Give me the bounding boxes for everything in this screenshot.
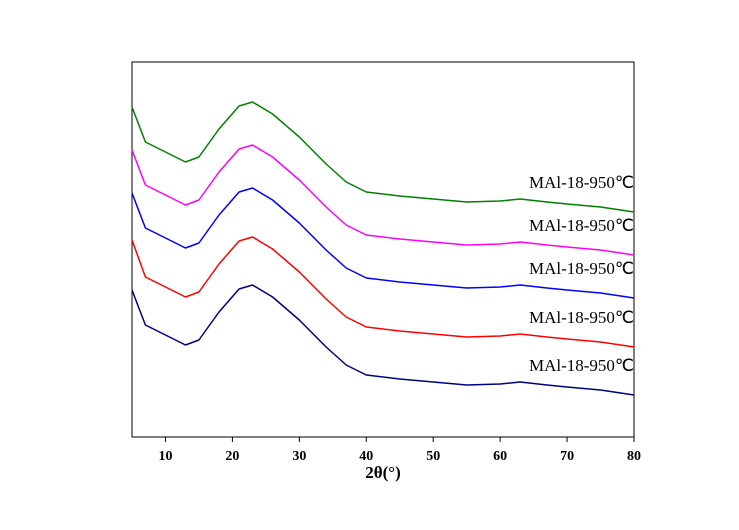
annotation: MAl-18-950℃ (529, 173, 634, 192)
x-tick-label: 30 (292, 449, 306, 464)
annotation: MAl-18-950℃ (529, 308, 634, 327)
x-tick-label: 70 (560, 449, 574, 464)
annotation: MAl-18-950℃ (529, 216, 634, 235)
x-axis-label: 2θ(°) (365, 463, 401, 482)
x-tick-label: 40 (359, 449, 373, 464)
annotation: MAl-18-950℃ (529, 259, 634, 278)
series-line (131, 144, 635, 256)
x-tick-label: 60 (493, 449, 507, 464)
x-tick-label: 20 (225, 449, 239, 464)
series-line (131, 187, 635, 299)
plot-frame (131, 61, 635, 438)
x-tick-label: 50 (426, 449, 440, 464)
series-line (131, 236, 635, 348)
x-tick-label: 80 (627, 449, 641, 464)
series-line (131, 284, 635, 396)
x-tick-label: 10 (158, 449, 172, 464)
annotation: MAl-18-950℃ (529, 356, 634, 375)
series-line (131, 101, 635, 213)
